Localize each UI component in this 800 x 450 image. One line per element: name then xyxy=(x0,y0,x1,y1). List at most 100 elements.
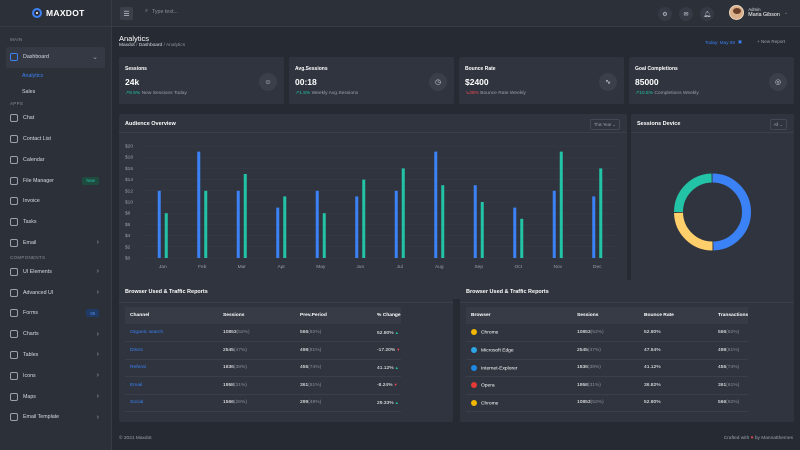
prev-value: 566 xyxy=(300,330,309,335)
caret-down-icon: ▼ xyxy=(395,347,401,353)
stat-card: Bounce Rate $2400 ↘35% Bounce Rate Weekly ∿ xyxy=(459,57,624,104)
sidebar-item-advanced-ui[interactable]: Advanced UI › xyxy=(0,282,111,303)
sidebar-item-maps[interactable]: Maps › xyxy=(0,386,111,407)
main-content: Analytics Maxdot / Dashboard / Analytics… xyxy=(112,27,800,450)
sidebar-item-chat[interactable]: Chat xyxy=(0,108,111,129)
sessions-cell: 1566(26%) xyxy=(218,394,295,412)
donut-slice[interactable] xyxy=(712,173,751,251)
bar[interactable] xyxy=(434,151,438,258)
sidebar-item-tasks[interactable]: Tasks xyxy=(0,212,111,233)
channel-link[interactable]: Direct xyxy=(125,341,218,360)
channel-link[interactable]: Referal xyxy=(125,359,218,377)
user-menu[interactable]: Admin Maria Gibson ⌄ xyxy=(729,5,788,20)
sessions-cell: 10853(52%) xyxy=(218,324,295,342)
bar[interactable] xyxy=(394,190,398,258)
sidebar-item-ui-elements[interactable]: UI Elements › xyxy=(0,261,111,282)
stat-delta: ↗10.5% Completions Weekly xyxy=(635,90,699,96)
user-name: Maria Gibson xyxy=(748,11,780,18)
mail-icon[interactable]: ✉ xyxy=(679,7,693,21)
donut-slice[interactable] xyxy=(674,212,713,251)
traffic-table-card-right: Browser Used & Traffic Reports Browser Se… xyxy=(460,280,794,422)
template-icon xyxy=(10,413,18,422)
breadcrumb-item[interactable]: Maxdot xyxy=(119,43,135,48)
bar[interactable] xyxy=(322,213,326,258)
sidebar-item-file-manager[interactable]: File Manager New xyxy=(0,170,111,191)
target-icon: ◎ xyxy=(769,73,787,91)
channel-link[interactable]: Email xyxy=(125,376,218,395)
bar[interactable] xyxy=(243,174,247,258)
tasks-icon xyxy=(10,218,18,227)
bounce-cell: 36.82% xyxy=(639,376,713,395)
bar[interactable] xyxy=(315,190,319,258)
sidebar-item-dashboard[interactable]: Dashboard ⌄ xyxy=(6,47,105,68)
bar[interactable] xyxy=(283,196,287,258)
calendar-icon xyxy=(10,155,18,164)
bar[interactable] xyxy=(276,207,280,258)
breadcrumb-item[interactable]: Dashboard xyxy=(138,43,163,48)
bar[interactable] xyxy=(592,196,596,258)
ui-icon xyxy=(10,267,18,276)
sessions-pct: (38%) xyxy=(587,365,601,371)
new-report-button[interactable]: + New Report xyxy=(757,39,786,44)
channel-link[interactable]: Social xyxy=(125,394,218,412)
table-row: Chrome 10853(52%) 52.80% 566(92%) xyxy=(466,394,749,412)
card-title: Sessions Device xyxy=(637,121,681,127)
sidebar-item-forms[interactable]: Forms 09 xyxy=(0,303,111,324)
browser-cell: Microsoft Edge xyxy=(466,341,572,360)
sessions-pct: (52%) xyxy=(590,330,604,335)
sidebar-item-charts[interactable]: Charts › xyxy=(0,324,111,345)
sidebar-subitem-analytics[interactable]: Analytics xyxy=(22,72,44,79)
sidebar-item-tables[interactable]: Tables › xyxy=(0,345,111,366)
search-input[interactable]: Type text... xyxy=(151,8,178,15)
x-tick-label: Jul xyxy=(397,264,403,270)
sessions-cell: 2545(47%) xyxy=(572,341,639,360)
search-box[interactable]: ⌕ Type text... xyxy=(145,8,178,15)
donut-slice[interactable] xyxy=(674,173,712,213)
year-filter-dropdown[interactable]: This Year ⌄ xyxy=(589,119,620,130)
sidebar-item-contact-list[interactable]: Contact List xyxy=(0,129,111,150)
device-filter-dropdown[interactable]: All ⌄ xyxy=(769,119,787,130)
bell-icon[interactable]: 🔔︎ xyxy=(700,7,714,21)
sidebar-item-calendar[interactable]: Calendar xyxy=(0,149,111,170)
caret-up-icon: ▲ xyxy=(393,399,399,405)
sidebar-item-invoice[interactable]: Invoice xyxy=(0,191,111,212)
heart-icon: ♥ xyxy=(750,436,754,441)
menu-toggle-icon[interactable]: ☰ xyxy=(120,7,133,20)
bar[interactable] xyxy=(401,168,405,258)
bar[interactable] xyxy=(362,179,366,258)
bar[interactable] xyxy=(473,185,477,258)
sidebar-item-label: Contact List xyxy=(23,135,51,142)
browser-name: Chrome xyxy=(481,400,499,406)
caret-down-icon: ▼ xyxy=(392,382,398,388)
bar[interactable] xyxy=(441,185,445,258)
browser-name: Microsoft Edge xyxy=(481,348,514,354)
bar[interactable] xyxy=(157,190,161,258)
bar[interactable] xyxy=(513,207,517,258)
transactions-cell: 361(61%) xyxy=(713,376,749,395)
browser-cell: Chrome xyxy=(466,324,572,342)
sidebar-subitem-sales[interactable]: Sales xyxy=(22,88,36,95)
sidebar-item-icons[interactable]: Icons › xyxy=(0,365,111,386)
bar[interactable] xyxy=(520,218,524,258)
bounce-cell: 52.80% xyxy=(639,394,713,412)
bar[interactable] xyxy=(164,213,168,258)
bar[interactable] xyxy=(559,151,563,258)
sidebar-item-email[interactable]: Email › xyxy=(0,233,111,254)
bar[interactable] xyxy=(599,168,603,258)
bar[interactable] xyxy=(236,190,240,258)
sessions-cell: 1958(31%) xyxy=(218,376,295,395)
bar[interactable] xyxy=(480,202,484,258)
channel-link[interactable]: Organic search xyxy=(125,324,218,342)
sidebar-item-email-template[interactable]: Email Template › xyxy=(0,407,111,428)
bar[interactable] xyxy=(552,190,556,258)
bar[interactable] xyxy=(204,190,208,258)
x-tick-label: Mar xyxy=(238,264,247,270)
bar[interactable] xyxy=(355,196,359,258)
prev-pct: (61%) xyxy=(308,382,322,388)
settings-icon[interactable]: ⚙ xyxy=(658,7,672,21)
author-link[interactable]: by Mannatthemes xyxy=(754,436,793,441)
today-button[interactable]: Today: May 08 ▣ xyxy=(705,39,742,45)
brand-logo[interactable]: MAXDOT xyxy=(0,0,111,27)
prev-pct: (81%) xyxy=(308,347,322,353)
bar[interactable] xyxy=(197,151,201,258)
